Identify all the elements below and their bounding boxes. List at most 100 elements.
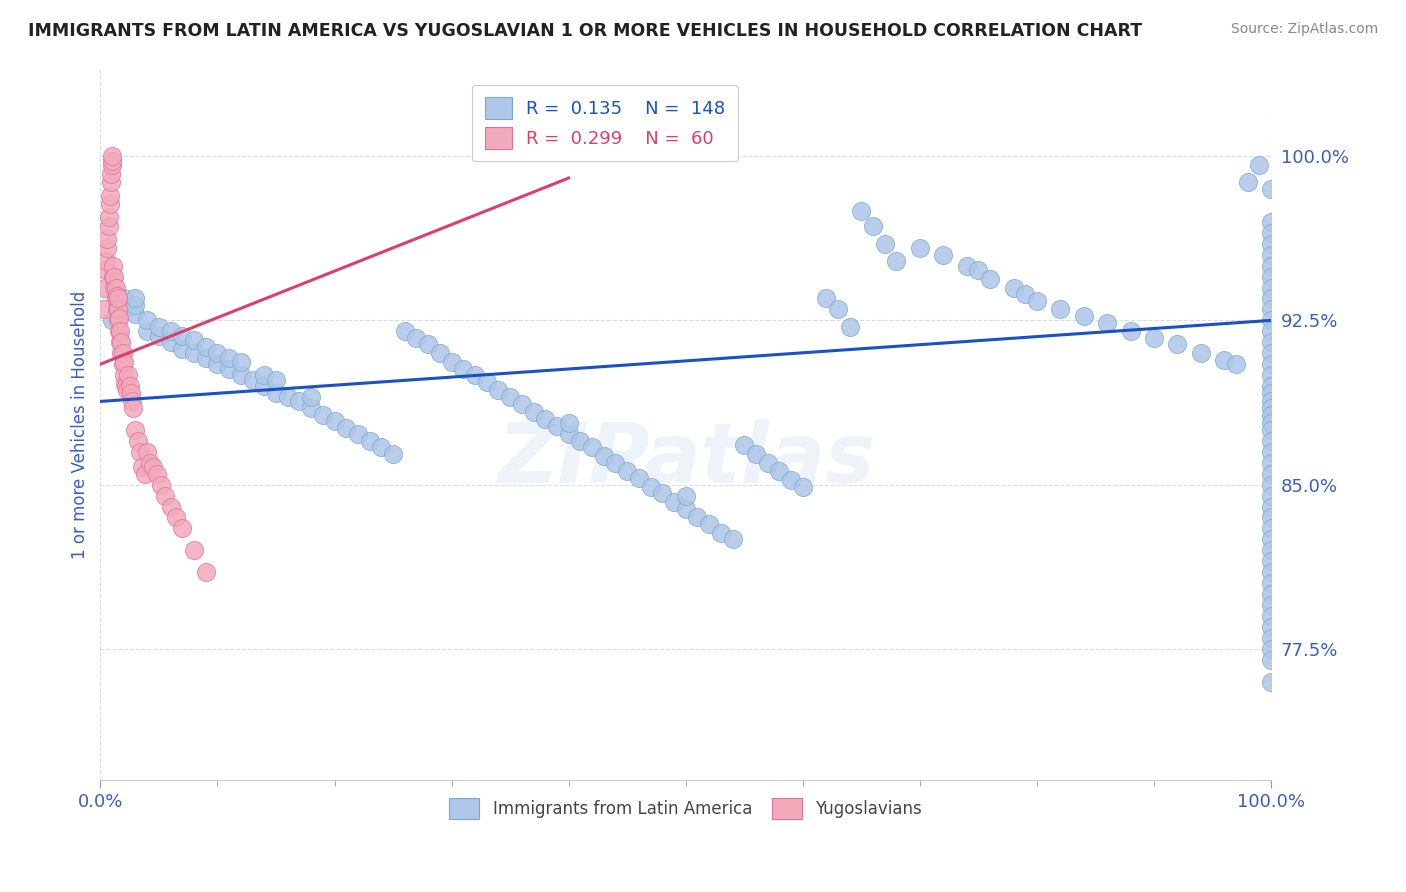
Point (1225, 357, 1247, 371)
Text: Source: ZipAtlas.com: Source: ZipAtlas.com (1230, 22, 1378, 37)
Point (605, 456, 627, 470)
Point (464, 368, 486, 383)
Point (183, 543, 205, 558)
Point (851, 203, 873, 218)
Point (1260, 641, 1282, 656)
Point (129, 444, 152, 458)
Point (1260, 477, 1282, 491)
Point (117, 368, 139, 383)
Point (510, 396, 533, 410)
Point (546, 418, 568, 433)
Point (1260, 500, 1282, 514)
Point (768, 465, 790, 479)
Point (1260, 215, 1282, 229)
Point (323, 414, 346, 428)
Point (131, 460, 153, 475)
Point (651, 486, 673, 500)
Point (697, 517, 720, 532)
Point (453, 361, 475, 376)
Point (640, 480, 662, 494)
Point (94, 280, 117, 294)
Point (1095, 316, 1118, 330)
Point (1260, 408, 1282, 422)
Point (148, 320, 170, 334)
Point (288, 394, 311, 409)
Point (124, 307, 146, 321)
Point (792, 480, 814, 494)
Point (440, 355, 463, 369)
Point (627, 471, 650, 485)
Point (733, 438, 755, 452)
Point (134, 467, 156, 481)
Point (838, 320, 860, 334)
Point (1213, 352, 1236, 367)
Point (1260, 587, 1282, 601)
Point (1260, 434, 1282, 448)
Point (1260, 631, 1282, 645)
Point (499, 390, 522, 404)
Point (96, 232, 118, 246)
Point (1260, 533, 1282, 547)
Point (1260, 554, 1282, 568)
Point (1260, 566, 1282, 580)
Point (96, 254, 118, 268)
Point (98, 188, 121, 202)
Point (153, 489, 176, 503)
Point (98, 197, 121, 211)
Point (96, 241, 118, 255)
Point (1026, 293, 1049, 308)
Point (429, 346, 451, 360)
Point (103, 259, 125, 273)
Point (1143, 331, 1166, 345)
Point (1260, 324, 1282, 338)
Point (1073, 309, 1095, 323)
Point (592, 449, 614, 463)
Point (194, 340, 217, 354)
Point (956, 259, 979, 273)
Point (1260, 489, 1282, 503)
Point (110, 335, 132, 350)
Point (780, 473, 803, 487)
Point (172, 328, 194, 343)
Point (114, 376, 136, 391)
Point (675, 489, 697, 503)
Point (110, 335, 132, 350)
Point (183, 333, 205, 347)
Point (101, 149, 124, 163)
Point (104, 280, 127, 294)
Point (745, 447, 768, 461)
Point (394, 324, 416, 338)
Point (159, 324, 181, 338)
Point (1260, 394, 1282, 409)
Point (1260, 236, 1282, 251)
Point (172, 342, 194, 356)
Point (299, 401, 322, 415)
Point (299, 390, 322, 404)
Point (1260, 510, 1282, 524)
Point (382, 447, 405, 461)
Point (1260, 444, 1282, 458)
Legend: Immigrants from Latin America, Yugoslavians: Immigrants from Latin America, Yugoslavi… (443, 792, 929, 825)
Point (120, 385, 142, 400)
Point (104, 292, 127, 306)
Point (127, 434, 149, 448)
Point (486, 384, 509, 398)
Point (165, 510, 187, 524)
Point (1260, 313, 1282, 327)
Point (150, 477, 173, 491)
Point (908, 241, 931, 255)
Point (242, 372, 264, 386)
Point (335, 420, 357, 434)
Point (183, 346, 205, 360)
Point (1260, 368, 1282, 383)
Point (1260, 620, 1282, 634)
Point (124, 423, 146, 437)
Point (721, 533, 744, 547)
Point (253, 368, 276, 383)
Point (616, 465, 638, 479)
Point (277, 390, 299, 404)
Point (194, 566, 217, 580)
Point (1260, 576, 1282, 591)
Point (534, 412, 557, 426)
Point (93, 302, 115, 317)
